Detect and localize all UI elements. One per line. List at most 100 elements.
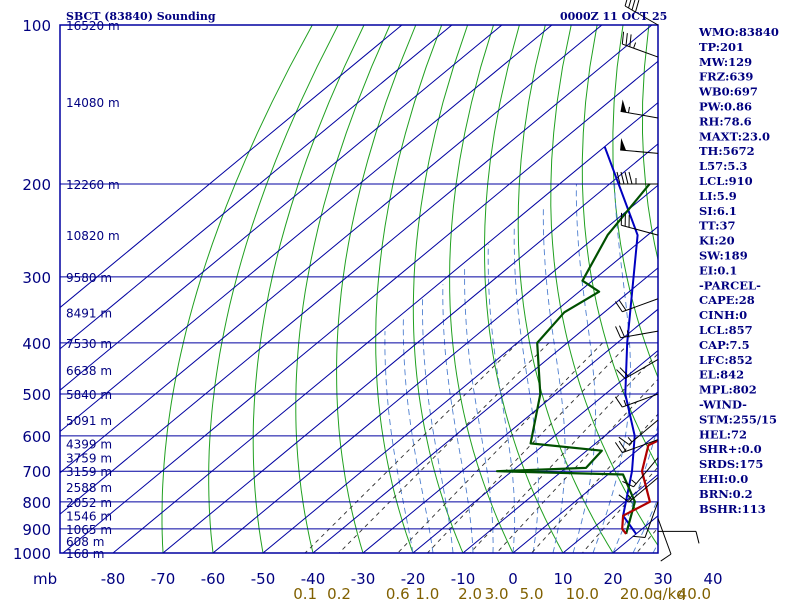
isotherm [60, 25, 453, 350]
isotherm [262, 225, 658, 553]
wind-barb [616, 359, 659, 379]
wind-barb [615, 325, 659, 339]
index-item: HEL:72 [699, 427, 747, 441]
wind-barb-staff [644, 501, 659, 538]
index-item: STM:255/15 [699, 412, 777, 426]
mixing-ratio-label: 1.0 [415, 585, 439, 600]
isotherm [512, 432, 658, 553]
height-label: 12260 m [66, 178, 120, 192]
time-label: 0000Z 11 OCT 25 [560, 10, 667, 23]
wind-barb-feather [622, 480, 634, 488]
wind-barb-feather [632, 535, 646, 539]
wind-barb [614, 298, 659, 313]
index-item: SI:6.1 [699, 204, 737, 218]
height-label: 6638 m [66, 364, 112, 378]
wind-barb-feather [631, 0, 636, 11]
mixing-ratio-label: 20.0 [620, 585, 653, 600]
mixing-ratio-unit: g/kg [653, 585, 686, 600]
pressure-label-600: 600 [22, 428, 51, 446]
moist-adiabat [487, 244, 516, 553]
mixing-ratio-label: 5.0 [520, 585, 544, 600]
index-item: EL:842 [699, 368, 744, 382]
dry-adiabat [517, 25, 614, 553]
height-label: 7530 m [66, 337, 112, 351]
wind-barb-feather [621, 31, 625, 45]
wind-barb [620, 99, 659, 119]
wind-barb-staff [622, 393, 659, 408]
temperature-tick--10: -10 [451, 570, 476, 588]
wind-barb-staff [622, 298, 659, 313]
wind-barb-staff [633, 457, 659, 488]
dry-adiabat [412, 25, 469, 553]
isotherm [362, 308, 658, 553]
wind-barb [657, 518, 672, 562]
moist-adiabat [592, 183, 631, 553]
height-label: 5091 m [66, 414, 112, 428]
wind-barb-staff [620, 149, 659, 154]
height-label: 9580 m [66, 271, 112, 285]
temperature-tick--30: -30 [351, 570, 376, 588]
height-label: 4399 m [66, 437, 112, 451]
index-item: PW:0.86 [699, 100, 752, 114]
index-item: MPL:802 [699, 383, 757, 397]
wind-barb-feather [614, 301, 623, 313]
index-item: SRDS:175 [699, 457, 763, 471]
temperature-tick--60: -60 [201, 570, 226, 588]
wind-barb-feather [614, 442, 623, 453]
wind-barb [658, 530, 700, 544]
index-item: BSHR:113 [699, 502, 766, 516]
wind-barb-staff [628, 477, 659, 503]
pressure-label-1000: 1000 [13, 545, 51, 563]
index-item: TP:201 [699, 40, 744, 54]
wind-barb-feather [695, 531, 700, 544]
wind-barb-feather [619, 325, 625, 338]
wind-barb-staff [624, 359, 659, 379]
wind-barb-staff [624, 5, 659, 26]
index-item: TT:37 [699, 219, 736, 233]
dry-adiabat [581, 25, 658, 469]
wind-barb-feather [629, 34, 632, 47]
temperature-tick-40: 40 [703, 570, 722, 588]
moist-adiabat [542, 205, 566, 553]
profile-layer [495, 146, 658, 535]
wind-barb-feather [616, 171, 621, 185]
wind-barb-half-feather [626, 330, 629, 337]
index-item: RH:78.6 [699, 114, 752, 128]
wind-barb-layer [614, 0, 700, 562]
mixing-ratio-label: 0.1 [293, 585, 317, 600]
isotherm [60, 25, 403, 309]
moist-adiabat [422, 298, 454, 553]
wind-barb [621, 31, 659, 58]
wind-barb-feather [615, 326, 622, 338]
pressure-label-100: 100 [22, 17, 51, 35]
height-label: 3759 m [66, 452, 112, 466]
pressure-label-800: 800 [22, 494, 51, 512]
temperature-tick--80: -80 [101, 570, 126, 588]
dry-adiabat [375, 25, 443, 553]
wind-barb-staff [622, 43, 659, 58]
wind-barb-feather [628, 0, 632, 9]
pressure-label-900: 900 [22, 521, 51, 539]
dry-adiabat [550, 25, 658, 547]
wind-barb-feather [624, 171, 629, 185]
wind-barb-half-feather [627, 494, 633, 500]
height-label: 168 m [66, 547, 104, 561]
wind-barb [614, 393, 659, 408]
mixing-ratio-label: 3.0 [485, 585, 509, 600]
isotherm [60, 25, 603, 474]
index-item: FRZ:639 [699, 70, 753, 84]
wind-barb-staff [620, 110, 659, 119]
isotherm [62, 60, 658, 553]
dry-adiabat [641, 25, 658, 262]
pressure-label-500: 500 [22, 386, 51, 404]
temperature-tick--50: -50 [251, 570, 276, 588]
wind-barb-feather [616, 369, 626, 379]
wind-barb-feather [625, 33, 628, 46]
dry-adiabat [208, 25, 339, 553]
wind-barb-staff [622, 439, 659, 454]
wind-barb-staff [621, 224, 659, 236]
index-item: SW:189 [699, 249, 748, 263]
temperature-tick--40: -40 [301, 570, 326, 588]
index-item: EI:0.1 [699, 263, 737, 277]
